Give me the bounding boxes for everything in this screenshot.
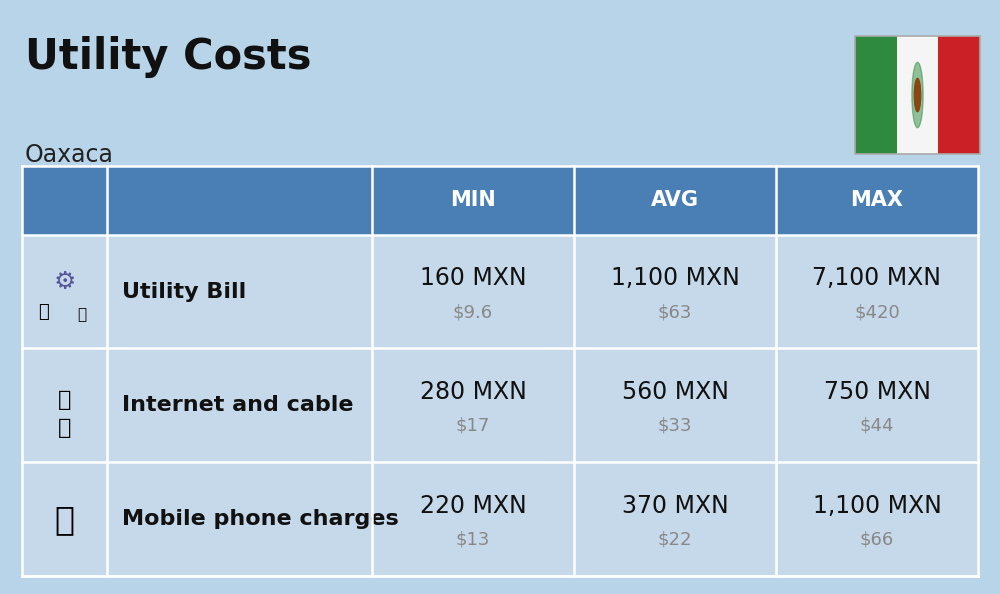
Text: Mobile phone charges: Mobile phone charges	[122, 509, 399, 529]
Text: AVG: AVG	[651, 191, 699, 210]
Text: 370 MXN: 370 MXN	[622, 494, 728, 517]
Text: 160 MXN: 160 MXN	[420, 266, 526, 290]
Text: $44: $44	[860, 417, 894, 435]
Text: 🖨: 🖨	[58, 418, 71, 438]
Text: 📶: 📶	[58, 390, 71, 410]
Text: 💻: 💻	[77, 307, 86, 322]
FancyBboxPatch shape	[22, 166, 978, 235]
Text: Oaxaca: Oaxaca	[25, 143, 114, 166]
Text: $13: $13	[456, 531, 490, 549]
Text: ⚙: ⚙	[53, 270, 76, 295]
Text: $22: $22	[658, 531, 692, 549]
Text: Utility Costs: Utility Costs	[25, 36, 312, 78]
Text: 📱: 📱	[54, 503, 74, 536]
Ellipse shape	[914, 78, 921, 112]
FancyBboxPatch shape	[855, 36, 897, 154]
FancyBboxPatch shape	[22, 462, 978, 576]
Text: $420: $420	[854, 303, 900, 321]
FancyBboxPatch shape	[897, 36, 938, 154]
Text: Internet and cable: Internet and cable	[122, 396, 354, 415]
Text: $66: $66	[860, 531, 894, 549]
Text: 280 MXN: 280 MXN	[420, 380, 526, 404]
Text: $63: $63	[658, 303, 692, 321]
Text: 560 MXN: 560 MXN	[622, 380, 728, 404]
Text: 1,100 MXN: 1,100 MXN	[611, 266, 739, 290]
FancyBboxPatch shape	[22, 235, 978, 349]
Text: Utility Bill: Utility Bill	[122, 282, 246, 302]
Text: MAX: MAX	[850, 191, 904, 210]
Text: 750 MXN: 750 MXN	[824, 380, 930, 404]
Text: $33: $33	[658, 417, 692, 435]
Text: MIN: MIN	[450, 191, 496, 210]
Text: 🔌: 🔌	[38, 303, 49, 321]
FancyBboxPatch shape	[938, 36, 980, 154]
Text: $9.6: $9.6	[453, 303, 493, 321]
Text: 220 MXN: 220 MXN	[420, 494, 526, 517]
Ellipse shape	[915, 80, 920, 110]
Text: 1,100 MXN: 1,100 MXN	[813, 494, 941, 517]
Ellipse shape	[912, 62, 923, 128]
Text: $17: $17	[456, 417, 490, 435]
Text: 7,100 MXN: 7,100 MXN	[812, 266, 942, 290]
FancyBboxPatch shape	[22, 349, 978, 462]
